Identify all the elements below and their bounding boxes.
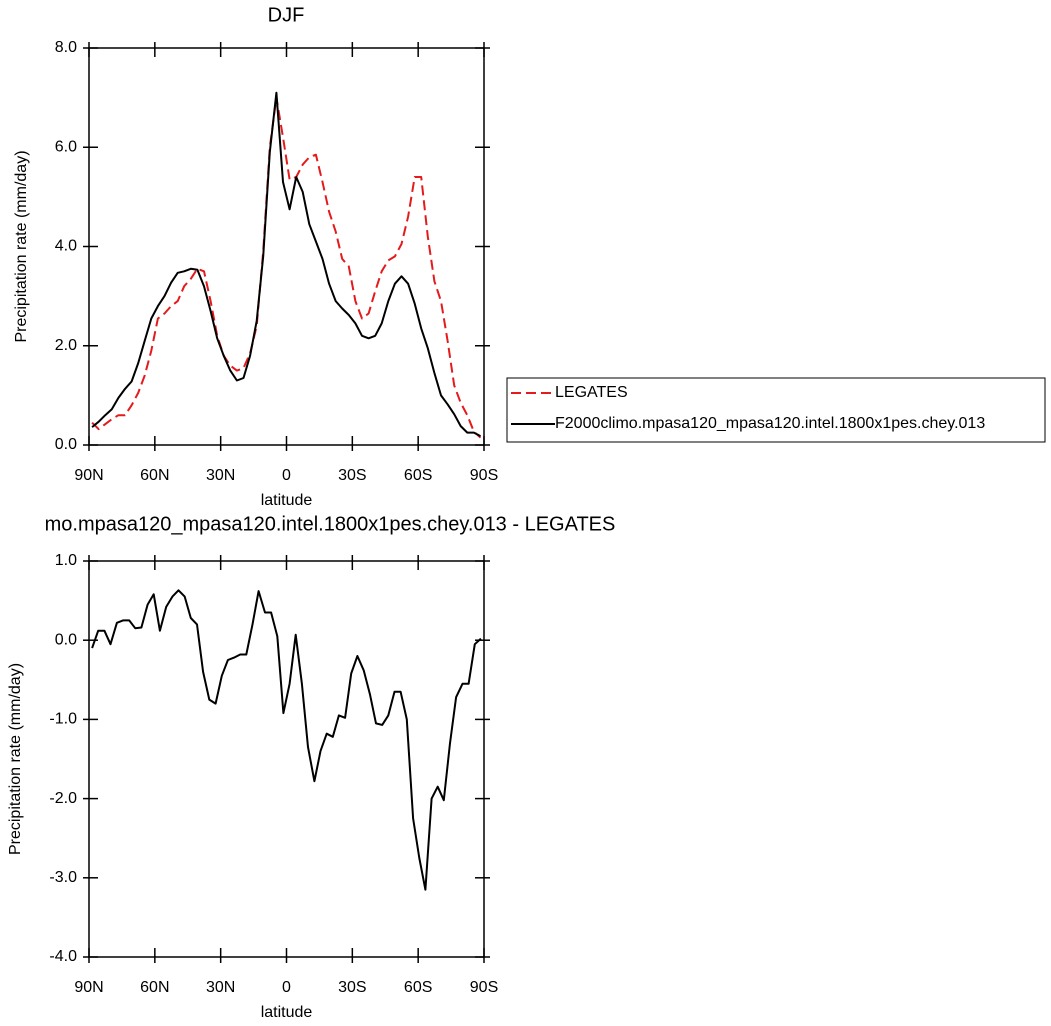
x-tick-label: 60S [404, 467, 432, 484]
x-tick-label: 90S [470, 979, 498, 996]
legend-label: F2000climo.mpasa120_mpasa120.intel.1800x… [555, 415, 985, 432]
x-axis-label: latitude [261, 492, 313, 509]
y-tick-label: 2.0 [55, 337, 77, 354]
x-tick-label: 60S [404, 979, 432, 996]
x-tick-label: 60N [140, 979, 169, 996]
chart-title: DJF [268, 4, 305, 26]
x-tick-label: 0 [282, 467, 291, 484]
legend-box [506, 377, 1046, 443]
y-tick-label: 4.0 [55, 238, 77, 255]
data-line [91, 96, 482, 439]
plot-frame [88, 560, 485, 958]
y-tick-label: 6.0 [55, 138, 77, 155]
legend-label: LEGATES [555, 384, 628, 401]
plot-frame [88, 47, 485, 446]
x-tick-label: 30S [338, 979, 366, 996]
x-tick-label: 60N [140, 467, 169, 484]
y-axis-label: Precipitation rate (mm/day) [13, 150, 30, 342]
y-axis-label: Precipitation rate (mm/day) [7, 663, 24, 855]
y-tick-label: 1.0 [55, 552, 77, 569]
x-tick-label: 90N [74, 467, 103, 484]
y-tick-label: 8.0 [55, 39, 77, 56]
y-tick-label: -3.0 [49, 869, 77, 886]
data-line [91, 91, 481, 437]
y-tick-label: 0.0 [55, 631, 77, 648]
x-tick-label: 90S [470, 467, 498, 484]
y-tick-label: 0.0 [55, 436, 77, 453]
data-line [91, 589, 482, 891]
x-tick-label: 30N [206, 467, 235, 484]
x-tick-label: 0 [282, 979, 291, 996]
y-tick-label: -2.0 [49, 790, 77, 807]
x-tick-label: 30S [338, 467, 366, 484]
y-tick-label: -1.0 [49, 711, 77, 728]
y-tick-label: -4.0 [49, 948, 77, 965]
x-tick-label: 90N [74, 979, 103, 996]
x-axis-label: latitude [261, 1004, 313, 1021]
x-tick-label: 30N [206, 979, 235, 996]
chart-title: mo.mpasa120_mpasa120.intel.1800x1pes.che… [45, 513, 616, 535]
